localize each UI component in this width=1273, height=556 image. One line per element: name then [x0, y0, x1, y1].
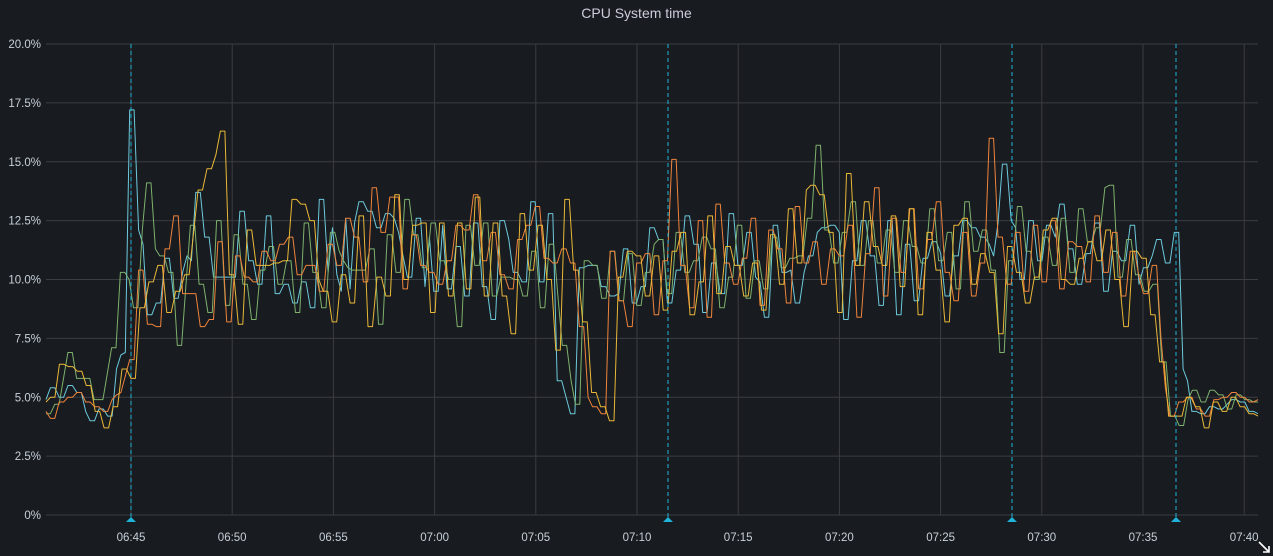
- y-tick-label: 17.5%: [8, 98, 41, 110]
- y-tick-label: 12.5%: [8, 216, 41, 228]
- annotation-marker-icon[interactable]: [1007, 517, 1017, 522]
- y-tick-label: 10.0%: [8, 275, 41, 287]
- x-tick-label: 07:30: [1027, 532, 1056, 544]
- y-tick-label: 7.5%: [15, 333, 41, 345]
- x-tick-label: 07:20: [825, 532, 854, 544]
- series-orange-line[interactable]: [45, 137, 1259, 419]
- panel-title[interactable]: CPU System time: [581, 5, 692, 21]
- series-green-line[interactable]: [46, 144, 1258, 426]
- x-tick-label: 07:35: [1129, 532, 1158, 544]
- y-tick-label: 0%: [24, 510, 41, 522]
- y-tick-label: 20.0%: [8, 39, 41, 51]
- x-axis: 06:45 06:50 06:55 07:00 07:05 07:10 07:15 07:20…: [117, 532, 1259, 544]
- x-tick-label: 07:05: [521, 532, 550, 544]
- x-tick-label: 07:25: [926, 532, 955, 544]
- x-tick-label: 07:10: [623, 532, 652, 544]
- series-yellow-line[interactable]: [45, 130, 1259, 429]
- series-cyan-line[interactable]: [45, 109, 1259, 422]
- series-lines: [45, 109, 1259, 429]
- x-tick-label: 07:40: [1230, 532, 1259, 544]
- grid: [46, 43, 1258, 516]
- x-tick-label: 07:00: [420, 532, 449, 544]
- annotation-marker-icon[interactable]: [126, 517, 136, 522]
- y-tick-label: 15.0%: [8, 157, 41, 169]
- x-tick-label: 06:45: [117, 532, 146, 544]
- resize-corner-icon[interactable]: [1257, 540, 1271, 554]
- annotation-marker-icon[interactable]: [663, 517, 673, 522]
- annotation-marker-icon[interactable]: [1171, 517, 1181, 522]
- y-tick-label: 2.5%: [15, 451, 41, 463]
- y-axis: 0% 2.5% 5.0% 7.5% 10.0% 12.5% 15.0% 17.5% 20.0%: [8, 39, 41, 522]
- x-tick-label: 06:55: [319, 532, 348, 544]
- annotations: [126, 44, 1181, 522]
- y-tick-label: 5.0%: [15, 392, 41, 404]
- x-tick-label: 07:15: [724, 532, 753, 544]
- x-tick-label: 06:50: [218, 532, 247, 544]
